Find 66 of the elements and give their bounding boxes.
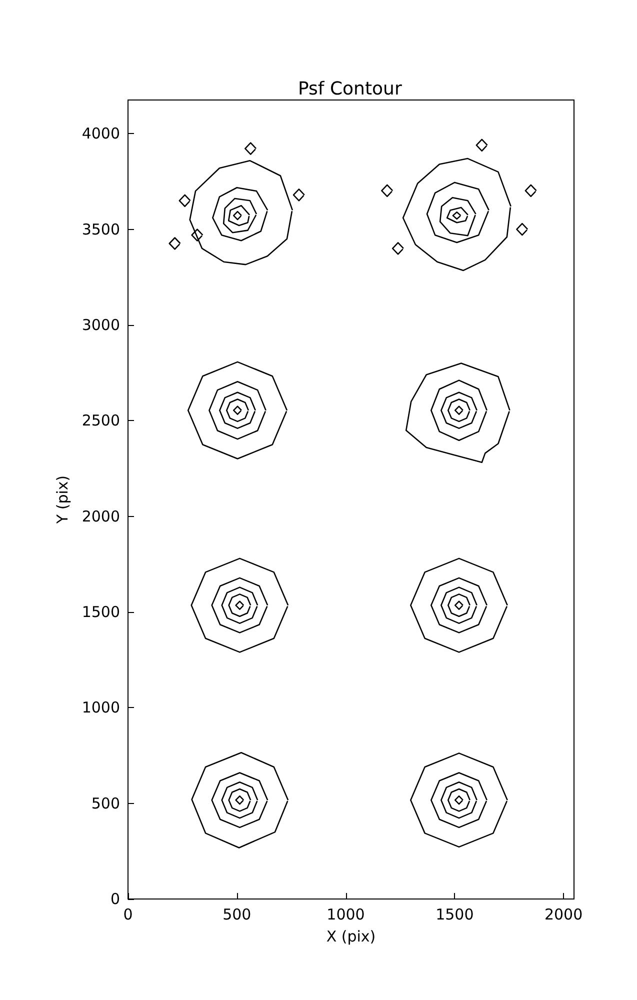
line-series — [447, 594, 471, 618]
line-series — [232, 406, 242, 416]
line-series — [222, 198, 258, 234]
line-series — [524, 184, 537, 198]
line-series — [228, 204, 250, 226]
line-series — [430, 577, 488, 634]
y-tick-label: 2500 — [82, 412, 120, 430]
line-series — [235, 795, 244, 805]
y-axis-title: Y (pix) — [54, 475, 72, 525]
line-series — [168, 237, 181, 250]
line-series — [402, 158, 512, 272]
y-tick-label: 500 — [91, 794, 120, 812]
line-series — [516, 222, 528, 236]
line-series — [178, 194, 191, 208]
line-series — [219, 392, 256, 429]
chart-title: Psf Contour — [298, 78, 402, 100]
line-series — [228, 594, 252, 618]
line-series — [381, 184, 394, 198]
line-series — [292, 188, 306, 202]
line-series — [189, 160, 294, 266]
x-tick-label: 0 — [123, 906, 133, 924]
x-tick-label: 1000 — [326, 906, 365, 924]
line-series — [440, 781, 478, 819]
line-series — [440, 586, 478, 624]
line-series — [454, 600, 464, 610]
y-tick-label: 3000 — [82, 316, 120, 334]
line-series — [430, 380, 488, 442]
line-series — [211, 577, 268, 634]
x-axis-title: X (pix) — [326, 928, 376, 946]
y-tick-label: 2000 — [82, 507, 120, 526]
line-series — [452, 211, 462, 220]
line-series — [244, 142, 257, 155]
line-series — [439, 196, 476, 236]
line-series — [476, 138, 488, 152]
x-tick-label: 500 — [222, 906, 252, 924]
line-series — [226, 398, 250, 422]
x-tick-label: 2000 — [544, 906, 583, 924]
line-series — [208, 380, 266, 440]
line-series — [235, 600, 244, 610]
y-tick-label: 4000 — [82, 124, 120, 143]
y-tick-label: 1000 — [82, 698, 120, 717]
line-series — [454, 795, 464, 805]
line-series — [447, 788, 471, 812]
y-tick-label: 1500 — [82, 603, 120, 622]
line-series — [430, 772, 488, 828]
line-series — [221, 586, 258, 624]
line-series — [447, 398, 471, 422]
line-series — [410, 752, 508, 848]
line-series — [187, 361, 288, 460]
line-series — [392, 242, 404, 255]
x-tick-label: 1500 — [436, 906, 474, 924]
line-series — [405, 362, 510, 464]
line-series — [221, 781, 258, 819]
line-series — [190, 558, 289, 653]
line-series — [212, 186, 268, 242]
line-series — [410, 558, 508, 653]
line-series — [454, 406, 464, 416]
line-series — [211, 772, 268, 828]
line-series — [228, 788, 252, 812]
line-series — [426, 182, 490, 244]
line-series — [446, 206, 469, 224]
line-series — [232, 210, 242, 220]
line-series — [440, 392, 478, 429]
y-tick-label: 0 — [110, 890, 120, 908]
line-series — [191, 752, 289, 848]
y-tick-label: 3500 — [82, 220, 120, 238]
